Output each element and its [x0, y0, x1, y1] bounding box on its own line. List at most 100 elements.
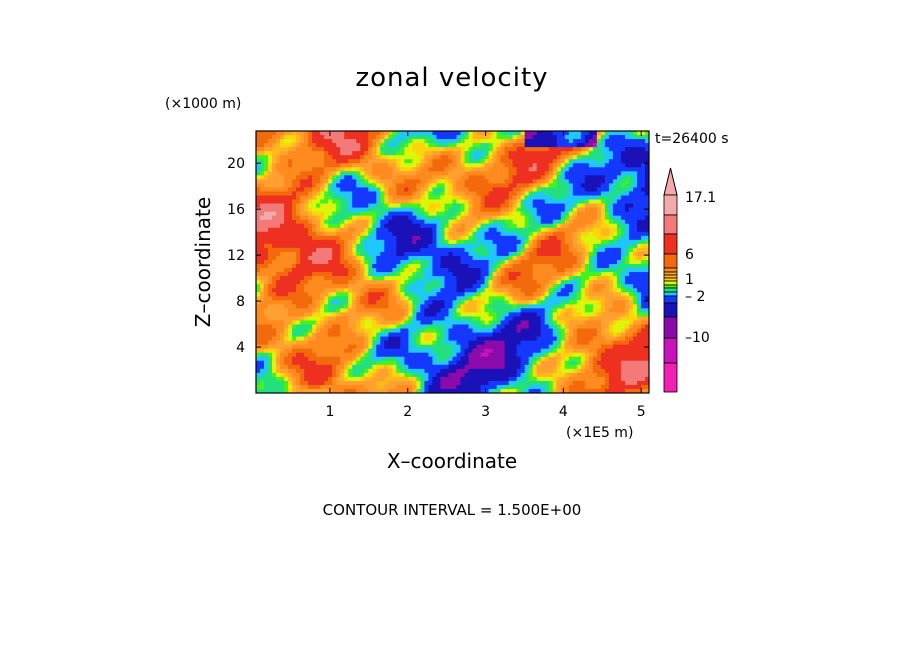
field-cell — [544, 207, 550, 213]
field-cell — [292, 199, 297, 204]
field-cell — [492, 215, 498, 221]
field-cell — [300, 215, 305, 221]
field-cell — [256, 280, 261, 285]
field-cell — [368, 207, 373, 213]
field-cell — [504, 155, 510, 160]
field-cell — [340, 376, 345, 382]
field-cell — [428, 231, 433, 237]
field-cell — [352, 296, 357, 301]
field-cell — [276, 324, 281, 329]
field-cell — [448, 247, 453, 253]
field-cell — [272, 183, 277, 188]
field-cell — [356, 340, 361, 346]
field-cell — [384, 272, 389, 277]
field-cell — [464, 376, 469, 382]
field-cell — [364, 388, 369, 394]
field-cell — [452, 288, 457, 293]
field-cell — [552, 312, 558, 317]
field-cell — [420, 199, 425, 204]
field-cell — [300, 239, 305, 245]
field-cell — [388, 259, 393, 265]
field-cell — [472, 199, 477, 204]
field-cell — [316, 284, 321, 289]
field-cell — [444, 320, 449, 325]
field-cell — [336, 276, 341, 281]
field-cell — [308, 259, 313, 265]
field-cell — [472, 139, 477, 144]
field-cell — [396, 171, 401, 176]
field-cell — [296, 219, 301, 225]
field-cell — [296, 199, 301, 204]
field-cell — [296, 368, 301, 374]
field-cell — [268, 308, 273, 313]
field-cell — [272, 255, 277, 261]
field-cell — [280, 243, 285, 249]
field-cell — [288, 360, 293, 366]
field-cell — [408, 231, 413, 237]
field-cell — [548, 296, 554, 301]
field-cell — [384, 215, 389, 221]
field-cell — [556, 199, 562, 204]
field-cell — [384, 219, 389, 225]
field-cell — [292, 243, 297, 249]
field-cell — [320, 191, 325, 196]
field-cell — [360, 324, 365, 329]
field-cell — [552, 296, 558, 301]
field-cell — [272, 175, 277, 180]
field-cell — [396, 336, 401, 341]
field-cell — [260, 211, 265, 217]
field-cell — [388, 268, 393, 273]
field-cell — [284, 360, 289, 366]
field-cell — [380, 187, 385, 192]
field-cell — [508, 336, 514, 341]
field-cell — [416, 143, 421, 148]
field-cell — [552, 328, 558, 333]
field-cell — [276, 167, 281, 172]
field-cell — [524, 264, 530, 269]
field-cell — [544, 348, 550, 354]
field-cell — [512, 352, 518, 358]
field-cell — [396, 259, 401, 265]
field-cell — [420, 231, 425, 237]
field-cell — [488, 135, 493, 140]
field-cell — [408, 284, 413, 289]
field-cell — [400, 300, 405, 305]
field-cell — [504, 336, 510, 341]
field-cell — [540, 340, 546, 346]
field-cell — [492, 276, 498, 281]
field-cell — [256, 384, 261, 390]
field-cell — [432, 296, 437, 301]
field-cell — [280, 292, 285, 297]
field-cell — [368, 312, 373, 317]
field-cell — [472, 227, 477, 233]
field-cell — [460, 300, 465, 305]
field-cell — [488, 187, 493, 192]
field-cell — [516, 191, 522, 196]
field-cell — [444, 211, 449, 217]
field-cell — [512, 264, 518, 269]
field-cell — [560, 276, 566, 281]
field-cell — [536, 308, 542, 313]
field-cell — [268, 251, 273, 257]
field-cell — [300, 308, 305, 313]
field-cell — [480, 296, 485, 301]
field-cell — [444, 183, 449, 188]
field-cell — [304, 171, 309, 176]
field-cell — [488, 203, 493, 208]
field-cell — [292, 195, 297, 200]
field-cell — [492, 300, 498, 305]
field-cell — [352, 259, 357, 265]
field-cell — [372, 312, 377, 317]
field-cell — [420, 308, 425, 313]
field-cell — [436, 344, 441, 350]
field-cell — [440, 304, 445, 309]
field-cell — [388, 135, 393, 140]
field-cell — [464, 344, 469, 350]
field-cell — [288, 195, 293, 200]
field-cell — [364, 268, 369, 273]
field-cell — [404, 388, 409, 394]
field-cell — [544, 199, 550, 204]
field-cell — [500, 352, 506, 358]
field-cell — [404, 376, 409, 382]
field-cell — [456, 312, 461, 317]
